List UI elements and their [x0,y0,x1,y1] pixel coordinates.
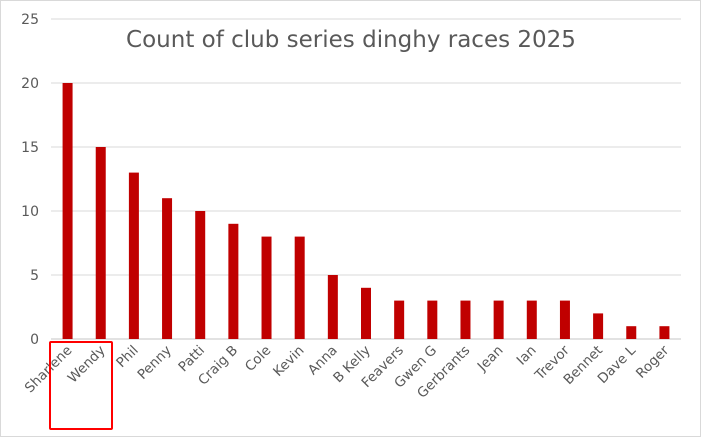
x-category-label: Jean [474,343,507,376]
x-category-label: Roger [633,342,673,382]
bar-bennet [593,313,604,339]
bar-trevor [559,300,570,339]
bar-ian [526,300,537,339]
bar-phil [128,172,139,339]
y-tick-label: 25 [21,12,39,28]
y-tick-label: 0 [30,332,39,348]
x-category-label: Cole [242,343,274,375]
bar-sharlene [62,83,73,339]
bar-jean [493,300,504,339]
chart-title: Count of club series dinghy races 2025 [126,27,576,53]
bar-cole [261,236,272,339]
bar-kevin [294,236,305,339]
bar-feavers [394,300,405,339]
bar-gerbrants [460,300,471,339]
bar-craig-b [228,223,239,339]
y-tick-label: 20 [21,76,39,92]
x-category-label: Penny [135,343,175,383]
x-category-label: Kevin [270,343,307,380]
y-tick-label: 10 [21,204,39,220]
bar-gwen-g [427,300,438,339]
bar-b-kelly [361,287,371,339]
bar-patti [195,211,206,339]
x-category-label: Phil [113,343,141,371]
bar-dave-l [626,326,637,339]
bar-anna [327,275,338,339]
y-tick-label: 5 [30,268,39,284]
y-tick-label: 15 [21,140,39,156]
x-category-label: Dave L [595,342,640,387]
bar-penny [162,198,173,339]
x-category-label: Ian [514,343,540,369]
bar-roger [659,326,670,339]
highlight-box [49,341,113,430]
bar-wendy [95,147,106,339]
